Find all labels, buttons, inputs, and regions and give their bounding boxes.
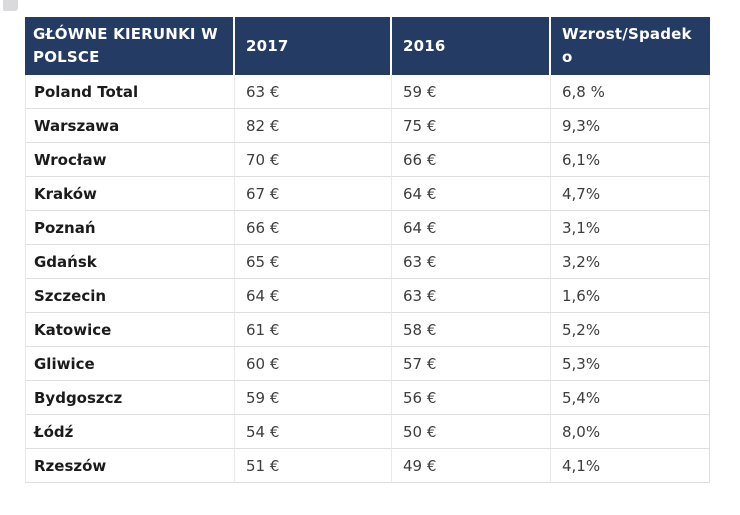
price-2017-cell: 60 €: [235, 347, 392, 381]
change-percent-cell: 5,4%: [551, 381, 710, 415]
change-percent-cell: 4,1%: [551, 449, 710, 483]
destinations-price-table: GŁÓWNE KIERUNKI W POLSCE 2017 2016 Wzros…: [25, 17, 710, 483]
destination-name-cell: Wrocław: [25, 143, 235, 177]
price-2017-cell: 64 €: [235, 279, 392, 313]
destination-name-cell: Rzeszów: [25, 449, 235, 483]
header-row: GŁÓWNE KIERUNKI W POLSCE 2017 2016 Wzros…: [25, 17, 710, 75]
change-percent-cell: 4,7%: [551, 177, 710, 211]
price-2017-cell: 61 €: [235, 313, 392, 347]
destination-name-cell: Kraków: [25, 177, 235, 211]
cropped-screenshot-artifact: [3, 0, 18, 11]
change-percent-cell: 5,3%: [551, 347, 710, 381]
price-2016-cell: 59 €: [392, 75, 551, 109]
table-row: Rzeszów 51 € 49 € 4,1%: [25, 449, 710, 483]
col-header-change: Wzrost/Spadek o: [551, 17, 710, 75]
price-2017-cell: 59 €: [235, 381, 392, 415]
col-header-2016: 2016: [392, 17, 551, 75]
destination-name-cell: Gdańsk: [25, 245, 235, 279]
table-row: Szczecin 64 € 63 € 1,6%: [25, 279, 710, 313]
price-2016-cell: 64 €: [392, 177, 551, 211]
change-percent-cell: 5,2%: [551, 313, 710, 347]
change-percent-cell: 9,3%: [551, 109, 710, 143]
price-2016-cell: 66 €: [392, 143, 551, 177]
table-row: Łódź 54 € 50 € 8,0%: [25, 415, 710, 449]
destination-name-cell: Katowice: [25, 313, 235, 347]
price-2016-cell: 63 €: [392, 245, 551, 279]
price-2017-cell: 63 €: [235, 75, 392, 109]
col-header-destinations: GŁÓWNE KIERUNKI W POLSCE: [25, 17, 235, 75]
table-row: Kraków 67 € 64 € 4,7%: [25, 177, 710, 211]
change-percent-cell: 1,6%: [551, 279, 710, 313]
price-2016-cell: 57 €: [392, 347, 551, 381]
price-2016-cell: 64 €: [392, 211, 551, 245]
price-2017-cell: 65 €: [235, 245, 392, 279]
destination-name-cell: Warszawa: [25, 109, 235, 143]
price-2017-cell: 67 €: [235, 177, 392, 211]
table-row: Katowice 61 € 58 € 5,2%: [25, 313, 710, 347]
table-row: Poland Total 63 € 59 € 6,8 %: [25, 75, 710, 109]
change-percent-cell: 3,1%: [551, 211, 710, 245]
price-2017-cell: 82 €: [235, 109, 392, 143]
change-percent-cell: 3,2%: [551, 245, 710, 279]
price-2016-cell: 50 €: [392, 415, 551, 449]
price-2016-cell: 75 €: [392, 109, 551, 143]
table-body: Poland Total 63 € 59 € 6,8 % Warszawa 82…: [25, 75, 710, 483]
table-header: GŁÓWNE KIERUNKI W POLSCE 2017 2016 Wzros…: [25, 17, 710, 75]
price-2017-cell: 54 €: [235, 415, 392, 449]
price-2016-cell: 49 €: [392, 449, 551, 483]
table-row: Warszawa 82 € 75 € 9,3%: [25, 109, 710, 143]
price-2016-cell: 58 €: [392, 313, 551, 347]
table-row: Bydgoszcz 59 € 56 € 5,4%: [25, 381, 710, 415]
price-2017-cell: 70 €: [235, 143, 392, 177]
destination-name-cell: Gliwice: [25, 347, 235, 381]
destination-name-cell: Bydgoszcz: [25, 381, 235, 415]
table-row: Gliwice 60 € 57 € 5,3%: [25, 347, 710, 381]
change-percent-cell: 6,1%: [551, 143, 710, 177]
table-row: Gdańsk 65 € 63 € 3,2%: [25, 245, 710, 279]
price-2016-cell: 56 €: [392, 381, 551, 415]
col-header-2017: 2017: [235, 17, 392, 75]
destination-name-cell: Poznań: [25, 211, 235, 245]
table-row: Wrocław 70 € 66 € 6,1%: [25, 143, 710, 177]
destination-name-cell: Poland Total: [25, 75, 235, 109]
table-row: Poznań 66 € 64 € 3,1%: [25, 211, 710, 245]
change-percent-cell: 8,0%: [551, 415, 710, 449]
destination-name-cell: Łódź: [25, 415, 235, 449]
price-2016-cell: 63 €: [392, 279, 551, 313]
price-2017-cell: 51 €: [235, 449, 392, 483]
change-percent-cell: 6,8 %: [551, 75, 710, 109]
price-2017-cell: 66 €: [235, 211, 392, 245]
destination-name-cell: Szczecin: [25, 279, 235, 313]
